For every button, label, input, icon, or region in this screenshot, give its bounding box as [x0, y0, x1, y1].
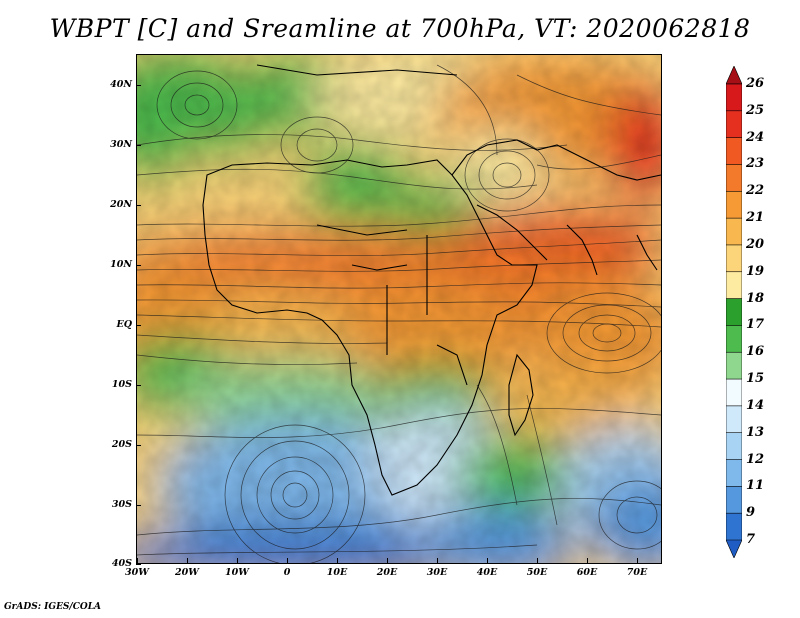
lat-label: 10S [111, 379, 132, 390]
colorbar-label: 19 [746, 263, 765, 279]
colorbar-swatch [726, 378, 742, 407]
colorbar-swatch [726, 110, 742, 139]
lon-label: 70E [626, 567, 648, 578]
lon-tick [487, 558, 488, 563]
lon-tick [587, 558, 588, 563]
coastlines [202, 64, 661, 496]
colorbar-label: 13 [746, 424, 765, 440]
lat-tick [136, 145, 141, 146]
lon-label: 20W [175, 567, 199, 578]
colorbar-swatch [726, 351, 742, 380]
colorbar-label: 11 [746, 478, 765, 494]
colorbar-label: 24 [746, 129, 765, 145]
colorbar-label: 25 [746, 102, 765, 118]
colorbar [726, 66, 742, 558]
streamlines [137, 64, 661, 563]
colorbar-label: 12 [746, 451, 765, 467]
lat-label: 40N [110, 79, 132, 90]
lon-label: 10W [225, 567, 249, 578]
colorbar-swatch [726, 217, 742, 246]
colorbar-swatch [726, 83, 742, 112]
colorbar-label: 17 [746, 317, 765, 333]
credit-text: GrADS: IGES/COLA [4, 602, 102, 612]
colorbar-swatch [726, 244, 742, 273]
lon-label: 20E [376, 567, 398, 578]
colorbar-swatch [726, 164, 742, 192]
chart-title: WBPT [C] and Sreamline at 700hPa, VT: 20… [49, 14, 751, 43]
lat-tick [136, 505, 141, 506]
colorbar-swatch [726, 459, 742, 487]
lon-tick [137, 558, 138, 563]
colorbar-swatch [726, 405, 742, 434]
lon-tick [187, 558, 188, 563]
colorbar-label: 26 [746, 76, 765, 91]
lat-tick [136, 325, 141, 326]
lon-tick [287, 558, 288, 563]
weather-map [136, 54, 662, 564]
lon-tick [337, 558, 338, 563]
colorbar-swatch [726, 539, 742, 558]
lat-label: 10N [110, 259, 132, 270]
colorbar-label: 20 [746, 236, 765, 252]
lon-label: 30W [125, 567, 149, 578]
colorbar-label: 15 [746, 371, 765, 387]
lat-label: 20S [111, 439, 132, 450]
colorbar-swatch [726, 432, 742, 461]
colorbar-swatch [726, 298, 742, 327]
colorbar-swatch [726, 512, 742, 541]
lat-label: 30S [111, 499, 132, 510]
lat-tick [136, 205, 141, 206]
colorbar-swatch [726, 66, 742, 85]
lon-tick [237, 558, 238, 563]
lon-tick [637, 558, 638, 563]
lon-label: 30E [426, 567, 448, 578]
lat-label: 30N [110, 139, 132, 150]
lon-label: 50E [526, 567, 548, 578]
colorbar-swatch [726, 190, 742, 219]
lon-tick [387, 558, 388, 563]
lat-tick [136, 265, 141, 266]
colorbar-label: 22 [746, 183, 765, 199]
colorbar-label: 7 [746, 532, 756, 547]
lon-label: 40E [476, 567, 498, 578]
colorbar-label: 9 [746, 505, 756, 521]
colorbar-label: 18 [746, 290, 765, 306]
lat-tick [136, 385, 141, 386]
lat-tick [136, 564, 141, 565]
colorbar-label: 21 [746, 210, 765, 226]
lat-tick [136, 85, 141, 86]
lon-tick [437, 558, 438, 563]
streamline-texture [137, 55, 661, 563]
colorbar-swatch [726, 486, 742, 514]
lon-tick [537, 558, 538, 563]
lon-label: 10E [326, 567, 348, 578]
lat-tick [136, 445, 141, 446]
lon-label: 60E [576, 567, 598, 578]
colorbar-swatch [726, 137, 742, 166]
lat-label: 40S [111, 558, 132, 569]
colorbar-label: 14 [746, 397, 765, 413]
lat-label: 20N [110, 199, 132, 210]
colorbar-swatch [726, 325, 742, 353]
lat-label: EQ [116, 319, 132, 330]
colorbar-swatch [726, 271, 742, 300]
colorbar-label: 23 [746, 156, 765, 172]
colorbar-label: 16 [746, 344, 765, 360]
lon-label: 0 [283, 567, 291, 578]
